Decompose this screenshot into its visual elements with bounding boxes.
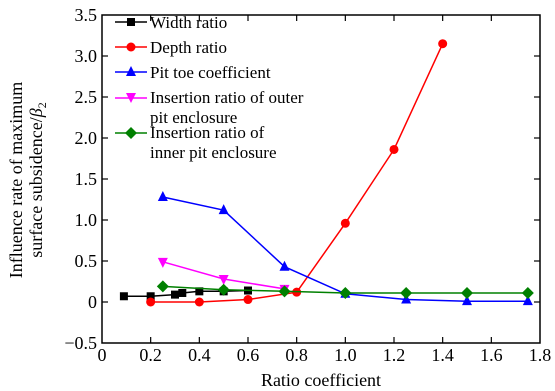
y-tick-label: 0 (88, 292, 97, 312)
data-point (171, 290, 179, 299)
legend-item-depth-ratio: Depth ratio (115, 38, 227, 57)
legend: Width ratio Depth ratio Pit toe coeffici… (115, 13, 304, 162)
data-point (195, 287, 204, 296)
x-tick-labels: 0 0.2 0.4 0.6 0.8 1.0 1.2 1.4 1.6 1.8 (98, 345, 552, 365)
legend-item-outer-enclosure: Insertion ratio of outer pit enclosure (115, 88, 304, 127)
data-point (157, 191, 168, 202)
x-tick-label: 0 (98, 345, 107, 365)
y-tick-labels: −0.5 0 0.5 1.0 1.5 2.0 2.5 3.0 3.5 (64, 5, 97, 353)
x-tick-label: 0.2 (139, 345, 162, 365)
legend-label-depth-ratio: Depth ratio (150, 38, 227, 57)
x-tick-label: 1.4 (431, 345, 454, 365)
data-point (339, 286, 352, 299)
series-layer (119, 39, 534, 307)
series-0 (119, 286, 252, 301)
y-tick-label: −0.5 (64, 333, 97, 353)
y-tick-label: 2.5 (75, 87, 98, 107)
data-point (194, 297, 204, 307)
y-axis-title-line2-text: surface subsidence/ (26, 117, 46, 257)
axis-ticks (102, 15, 540, 343)
legend-label-outer-enclosure-line1: Insertion ratio of outer (150, 88, 304, 107)
data-point (461, 286, 473, 299)
y-tick-label: 2.0 (75, 128, 98, 148)
series-line (162, 196, 528, 302)
data-point (157, 257, 168, 268)
data-point (119, 292, 128, 301)
legend-item-width-ratio: Width ratio (115, 13, 227, 32)
data-point (218, 275, 229, 286)
legend-label-pit-toe: Pit toe coefficient (150, 63, 271, 82)
x-tick-label: 1.2 (383, 345, 406, 365)
data-point (522, 295, 533, 306)
x-tick-label: 1.6 (480, 345, 503, 365)
legend-label-outer-enclosure-line2: pit enclosure (150, 108, 237, 127)
y-axis-title-symbol: β (26, 108, 46, 118)
data-point (340, 218, 350, 228)
legend-item-inner-enclosure: Insertion ratio of inner pit enclosure (115, 123, 277, 162)
legend-label-width-ratio: Width ratio (150, 13, 227, 32)
y-tick-label: 1.0 (75, 210, 98, 230)
data-point (462, 295, 472, 306)
data-point (156, 280, 169, 293)
data-point (218, 204, 229, 215)
legend-label-inner-enclosure-line1: Insertion ratio of (150, 123, 265, 142)
y-tick-label: 3.0 (75, 46, 98, 66)
data-point (521, 286, 534, 299)
y-axis-title-subscript: 2 (35, 102, 49, 108)
data-point (278, 285, 291, 298)
data-point (438, 39, 448, 49)
series-line (150, 43, 444, 303)
x-axis-title: Ratio coefficient (261, 370, 381, 390)
x-tick-label: 1.0 (334, 345, 357, 365)
data-point (178, 288, 187, 297)
y-tick-label: 0.5 (75, 251, 98, 271)
y-tick-label: 1.5 (75, 169, 98, 189)
x-tick-label: 0.6 (237, 345, 260, 365)
data-point (146, 297, 156, 307)
data-point (146, 292, 155, 301)
data-point (279, 260, 290, 271)
x-tick-label: 0.4 (188, 345, 211, 365)
legend-label-inner-enclosure-line2: inner pit enclosure (150, 143, 277, 162)
y-tick-label: 3.5 (75, 5, 98, 25)
data-point (389, 144, 399, 154)
data-point (217, 283, 230, 296)
series-3 (157, 257, 290, 295)
legend-item-pit-toe: Pit toe coefficient (115, 63, 271, 82)
data-point (243, 295, 253, 305)
x-tick-label: 0.8 (285, 345, 308, 365)
x-tick-label: 1.8 (529, 345, 552, 365)
y-axis-title-line1: Influence rate of maximum (6, 82, 26, 278)
data-point (400, 286, 413, 299)
series-4 (156, 280, 534, 299)
y-axis-title-line2: surface subsidence/β2 (26, 102, 49, 257)
y-axis-title-group: Influence rate of maximum surface subsid… (6, 82, 49, 278)
